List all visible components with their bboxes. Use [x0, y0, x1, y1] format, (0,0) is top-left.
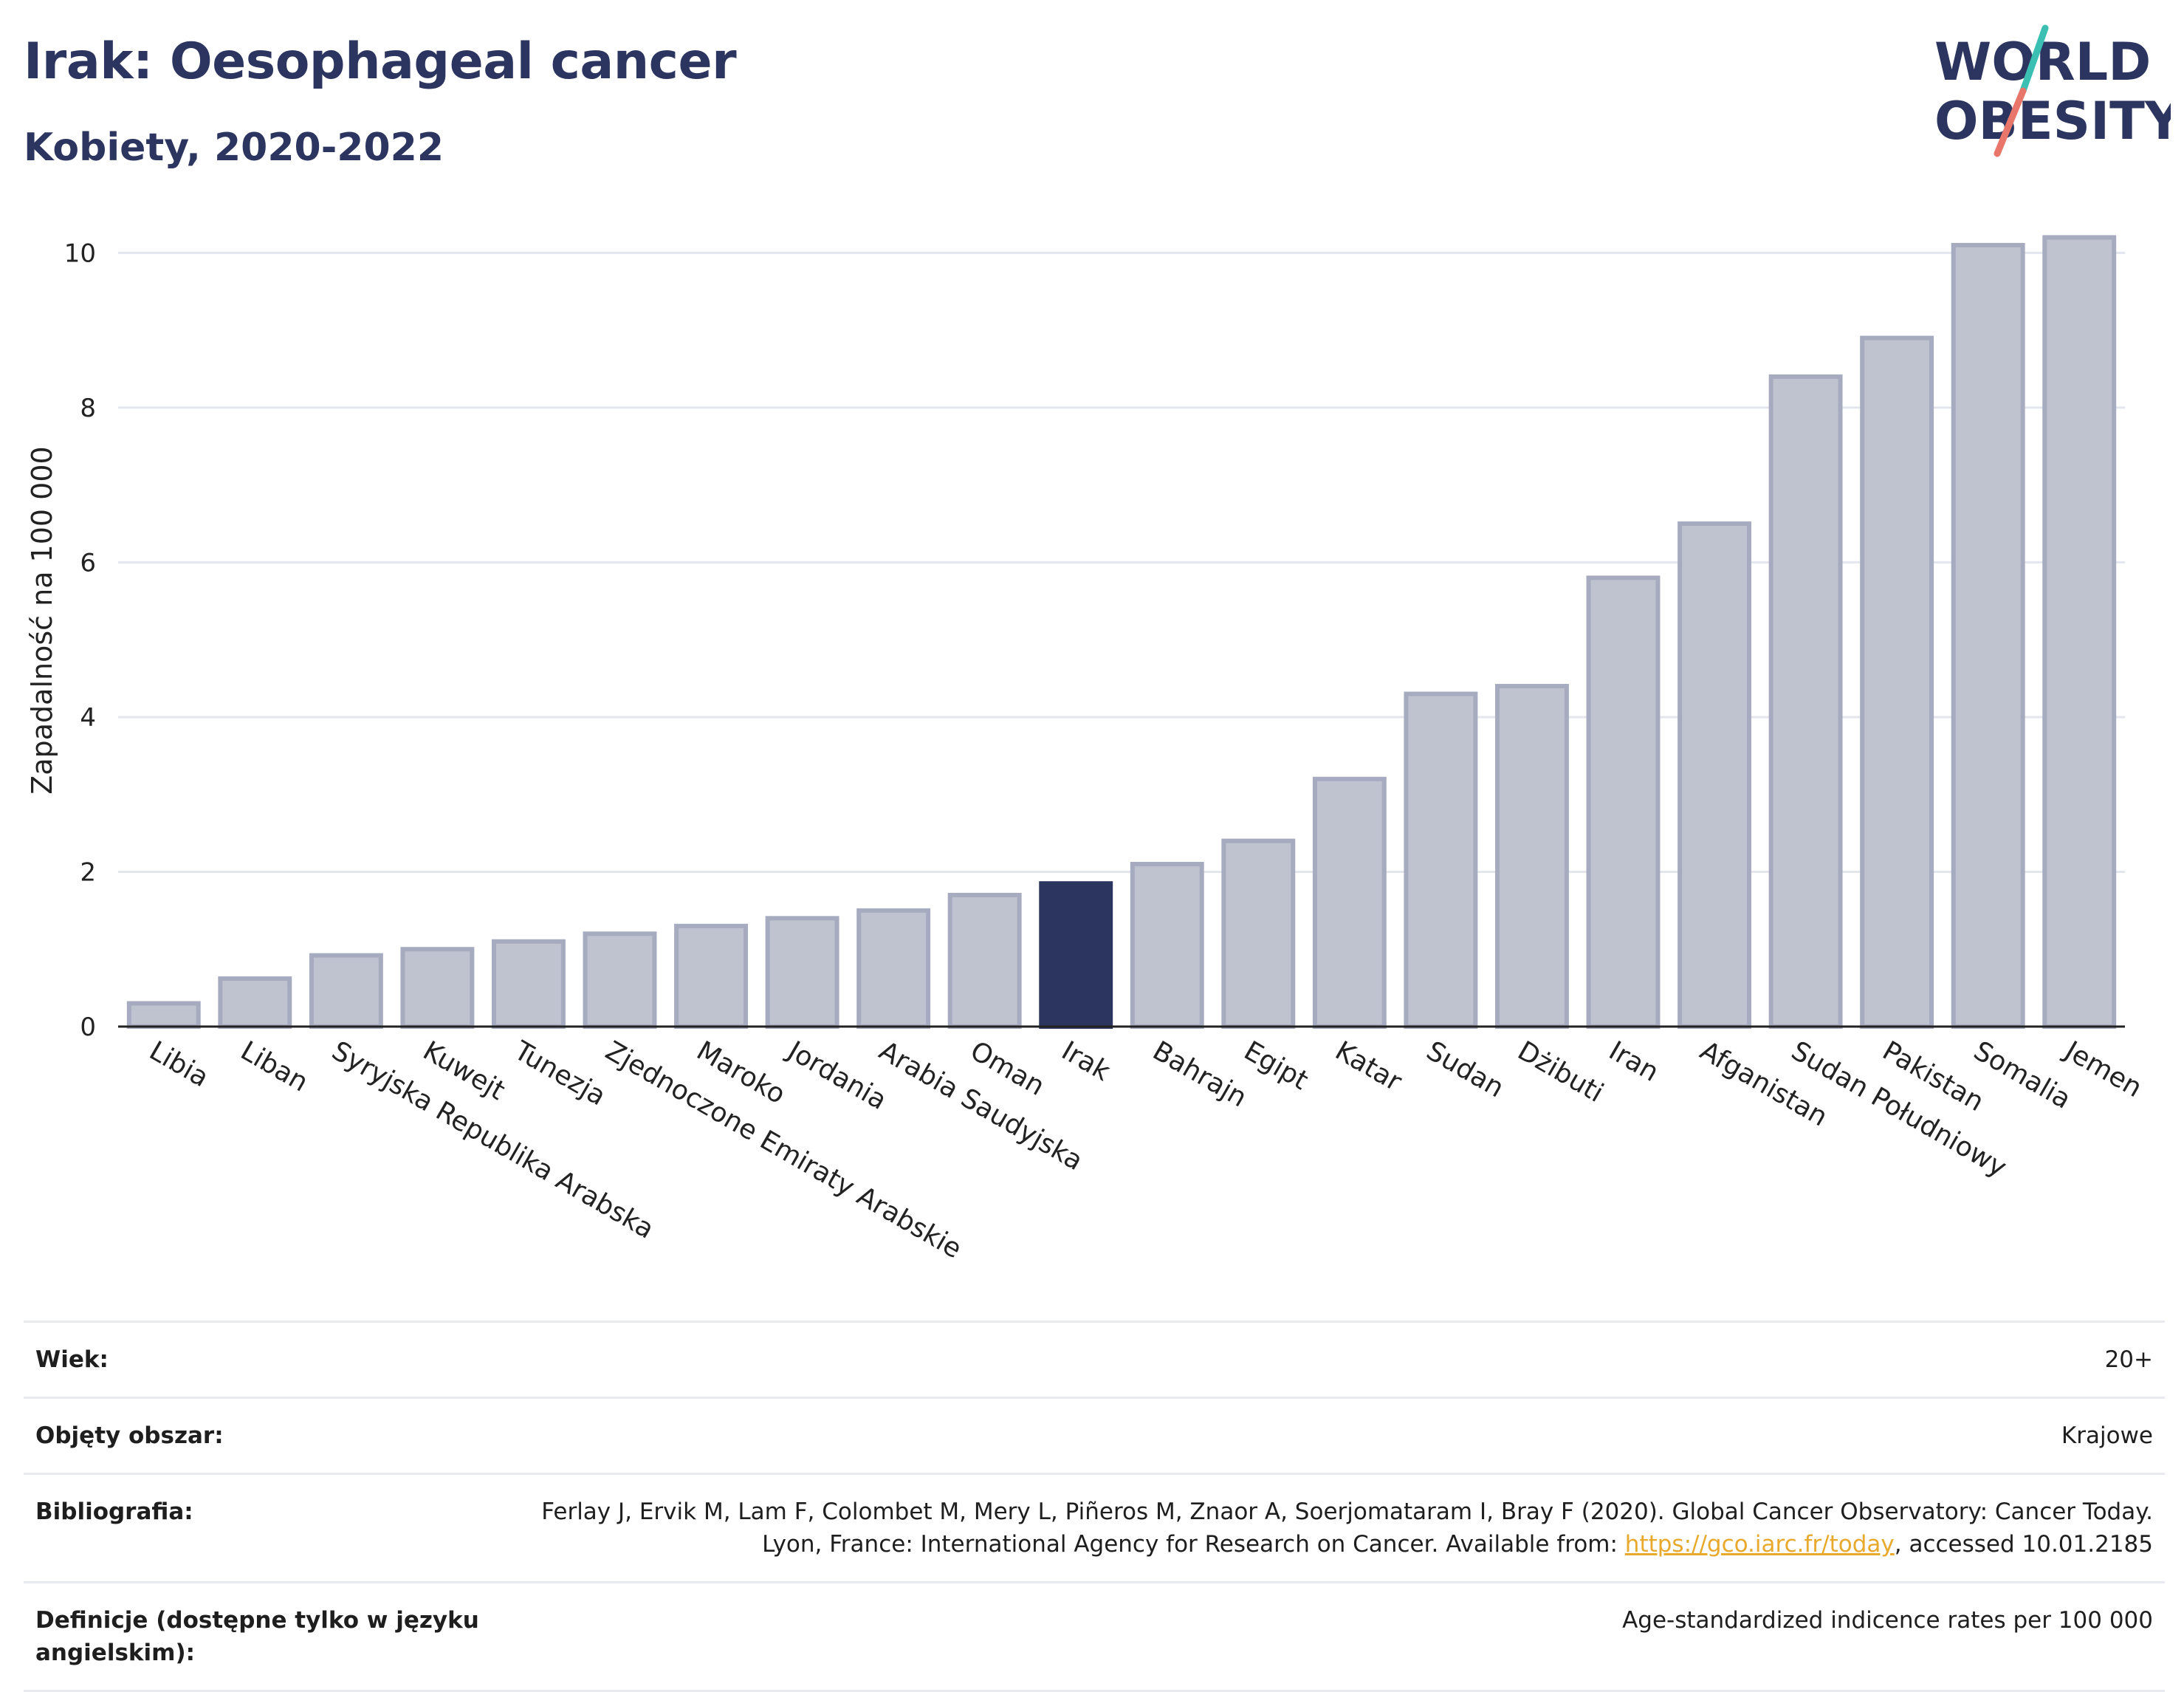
- bar: [1312, 776, 1387, 1030]
- bar: [400, 947, 475, 1029]
- meta-value: Ferlay J, Ervik M, Lam F, Colombet M, Me…: [520, 1475, 2165, 1581]
- bar: [309, 953, 383, 1029]
- x-tick-label: Iran: [1604, 1035, 1663, 1088]
- meta-key: Bibliografia:: [35, 1499, 193, 1525]
- x-tick-label: Liban: [236, 1035, 313, 1097]
- page-title: Irak: Oesophageal cancer: [24, 32, 737, 91]
- bibliography-text: Ferlay J, Ervik M, Lam F, Colombet M, Me…: [541, 1499, 2153, 1558]
- meta-row-area: Objęty obszar: Krajowe: [24, 1397, 2165, 1473]
- bar: [1860, 335, 1934, 1030]
- x-tick-label: Bahrajn: [1147, 1035, 1251, 1113]
- meta-value: Krajowe: [2061, 1422, 2153, 1449]
- x-tick-label: Syryjska Republika Arabska: [326, 1035, 659, 1244]
- meta-key: Wiek:: [35, 1346, 109, 1373]
- page-subtitle: Kobiety, 2020-2022: [24, 126, 444, 170]
- bar: [856, 908, 931, 1030]
- bar: [1586, 575, 1661, 1029]
- y-tick-label: 6: [80, 548, 96, 578]
- meta-key: Definicje (dostępne tylko w języku angie…: [35, 1607, 479, 1666]
- bar: [765, 916, 839, 1030]
- logo-line2: OBESITY: [1934, 91, 2171, 151]
- bar: [1768, 374, 1843, 1029]
- logo-slash-top: [2019, 24, 2049, 95]
- world-obesity-logo: WORLD OBESITY: [1934, 24, 2171, 157]
- x-tick-label: Somalia: [1968, 1035, 2075, 1115]
- x-tick-label: Libia: [144, 1035, 213, 1093]
- bar: [1130, 862, 1204, 1029]
- meta-row-age: Wiek: 20+: [24, 1321, 2165, 1397]
- bibliography-accessed: , accessed 10.01.2185: [1894, 1531, 2153, 1558]
- x-tick-label: Jordania: [781, 1035, 891, 1116]
- bar: [1404, 691, 1478, 1029]
- metadata-table: Wiek: 20+ Objęty obszar: Krajowe Bibliog…: [24, 1321, 2165, 1692]
- bar: [947, 892, 1022, 1030]
- meta-row-bibliography: Bibliografia: Ferlay J, Ervik M, Lam F, …: [24, 1473, 2165, 1581]
- x-tick-label: Irak: [1057, 1035, 1116, 1087]
- x-tick-label: Sudan: [1421, 1035, 1509, 1103]
- bar: [218, 976, 292, 1029]
- bar: [674, 923, 748, 1030]
- x-tick-label: Katar: [1330, 1035, 1407, 1097]
- bar: [1678, 521, 1751, 1029]
- bar: [583, 931, 657, 1030]
- bibliography-link[interactable]: https://gco.iarc.fr/today: [1624, 1531, 1895, 1558]
- bar: [492, 939, 566, 1030]
- meta-value: Age-standardized indicence rates per 100…: [1622, 1607, 2153, 1634]
- y-tick-label: 2: [80, 857, 96, 887]
- y-axis-title: Zapadalność na 100 000: [26, 446, 58, 794]
- bar: [1495, 684, 1569, 1029]
- y-tick-label: 0: [80, 1013, 96, 1042]
- meta-row-definitions: Definicje (dostępne tylko w języku angie…: [24, 1581, 2165, 1692]
- y-tick-label: 8: [80, 394, 96, 423]
- bar: [1951, 242, 2025, 1029]
- bar: [1039, 881, 1113, 1029]
- y-tick-label: 10: [64, 239, 96, 268]
- meta-key: Objęty obszar:: [35, 1422, 224, 1449]
- logo-slash-bottom: [1994, 87, 2027, 157]
- x-tick-label: Tunezja: [509, 1035, 611, 1112]
- bar: [1221, 838, 1296, 1029]
- bar: [126, 1001, 201, 1029]
- meta-value: 20+: [2104, 1346, 2153, 1373]
- y-tick-label: 4: [80, 703, 96, 733]
- bar: [2042, 235, 2117, 1029]
- x-tick-label: Dżibuti: [1512, 1035, 1608, 1109]
